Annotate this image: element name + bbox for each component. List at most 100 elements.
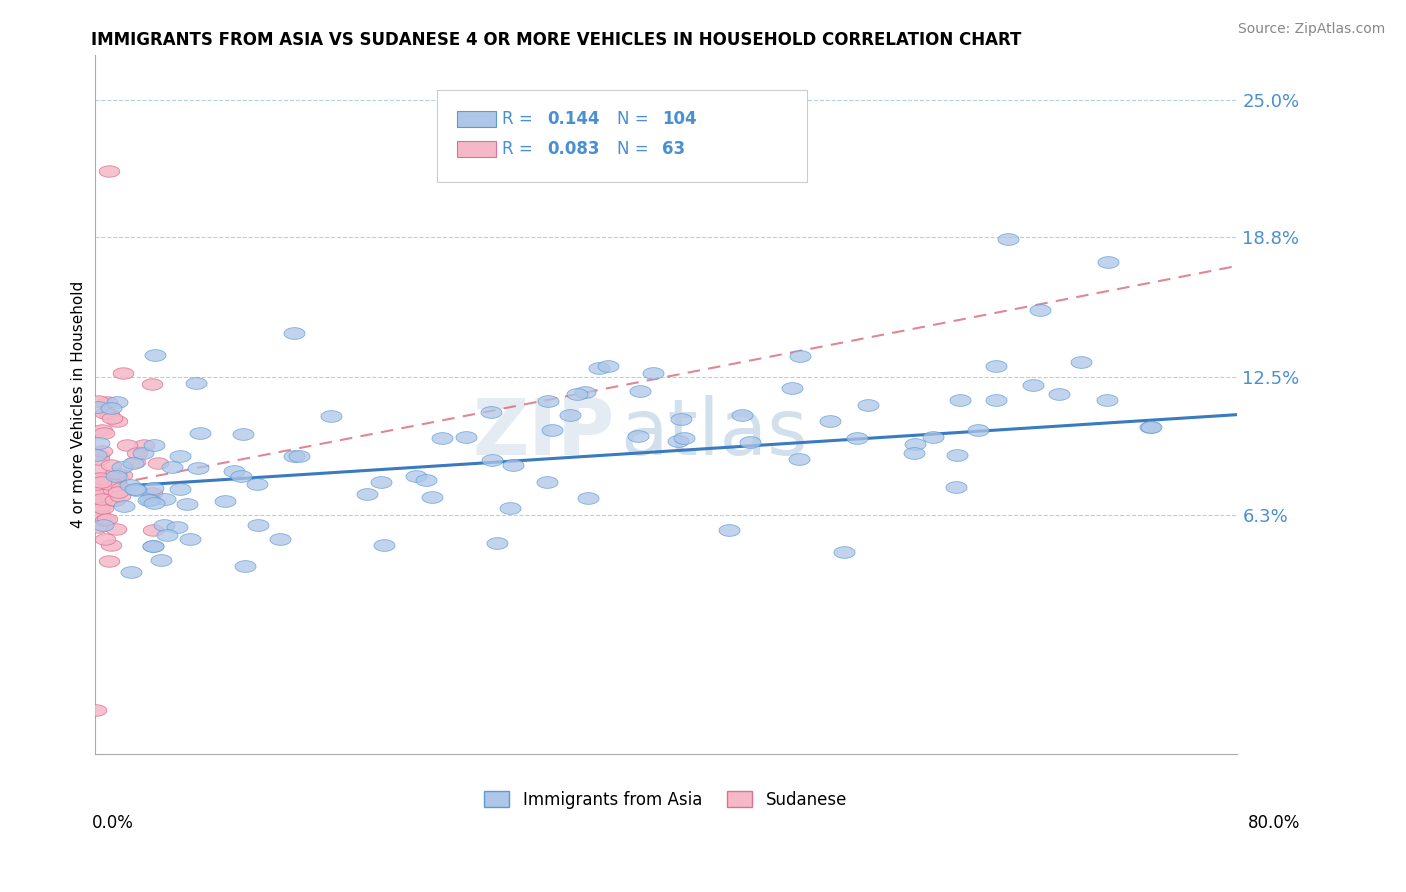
Point	[91, 423, 114, 437]
Point	[370, 475, 392, 489]
Point	[229, 468, 252, 483]
Point	[188, 426, 211, 441]
Point	[967, 423, 990, 437]
Point	[155, 491, 177, 506]
Point	[112, 500, 135, 514]
Point	[97, 407, 120, 421]
Point	[560, 409, 582, 423]
Point	[502, 458, 524, 472]
Point	[1095, 392, 1118, 407]
Point	[101, 410, 124, 425]
Point	[356, 486, 378, 500]
Point	[141, 486, 163, 500]
Point	[103, 493, 125, 508]
Point	[101, 483, 124, 497]
Point	[1139, 419, 1161, 434]
Point	[269, 533, 291, 547]
Point	[789, 349, 811, 363]
Text: 0.083: 0.083	[547, 140, 599, 158]
Point	[91, 491, 114, 506]
Point	[997, 232, 1019, 246]
Point	[669, 412, 692, 426]
Point	[87, 483, 110, 498]
Point	[598, 359, 620, 373]
Point	[160, 460, 183, 475]
Point	[142, 523, 165, 537]
Point	[540, 424, 562, 438]
Text: 0.144: 0.144	[547, 110, 599, 128]
Point	[87, 486, 110, 500]
Point	[132, 446, 155, 460]
Point	[146, 456, 169, 470]
Point	[93, 532, 115, 546]
Point	[87, 500, 110, 515]
Point	[105, 414, 128, 428]
Point	[832, 545, 855, 559]
Point	[986, 359, 1008, 373]
Point	[536, 475, 558, 489]
Point	[100, 490, 122, 504]
Point	[124, 483, 146, 497]
Point	[740, 435, 762, 450]
Point	[100, 401, 122, 416]
Point	[94, 406, 117, 420]
Point	[499, 501, 522, 516]
Point	[100, 538, 122, 552]
Point	[87, 503, 110, 517]
Text: 104: 104	[662, 110, 697, 128]
Point	[420, 490, 443, 504]
Point	[90, 475, 112, 490]
Point	[86, 482, 108, 496]
Point	[537, 394, 560, 409]
Legend: Immigrants from Asia, Sudanese: Immigrants from Asia, Sudanese	[478, 784, 853, 816]
Point	[945, 480, 967, 494]
Point	[93, 474, 115, 488]
Point	[86, 472, 108, 486]
Point	[481, 453, 503, 467]
Point	[922, 430, 945, 444]
Point	[176, 497, 198, 511]
Point	[156, 528, 179, 542]
Point	[949, 392, 972, 407]
Point	[96, 512, 118, 526]
Point	[125, 446, 148, 460]
Point	[321, 409, 343, 423]
Point	[672, 431, 695, 445]
Point	[903, 446, 925, 460]
Text: 0.0%: 0.0%	[91, 814, 134, 831]
Point	[946, 449, 969, 463]
Point	[91, 518, 114, 533]
Point	[105, 466, 128, 480]
Point	[84, 490, 107, 504]
Point	[166, 519, 188, 533]
Text: ZIP: ZIP	[472, 394, 614, 471]
Text: IMMIGRANTS FROM ASIA VS SUDANESE 4 OR MORE VEHICLES IN HOUSEHOLD CORRELATION CHA: IMMIGRANTS FROM ASIA VS SUDANESE 4 OR MO…	[91, 31, 1022, 49]
Point	[247, 518, 270, 533]
Point	[986, 393, 1008, 408]
Point	[641, 366, 664, 380]
Text: R =: R =	[502, 110, 538, 128]
Point	[1029, 303, 1052, 318]
Point	[486, 536, 509, 550]
Text: atlas: atlas	[620, 394, 807, 471]
Point	[89, 500, 111, 514]
Point	[121, 456, 143, 470]
Point	[1070, 355, 1092, 369]
Point	[84, 505, 107, 519]
Point	[169, 450, 191, 464]
Point	[565, 387, 588, 401]
Point	[124, 482, 146, 496]
Text: R =: R =	[502, 140, 538, 158]
Point	[105, 522, 128, 536]
Point	[89, 436, 111, 450]
Point	[186, 376, 208, 390]
Point	[666, 434, 689, 448]
Point	[90, 509, 112, 524]
Point	[96, 395, 118, 409]
Point	[87, 393, 110, 408]
Point	[87, 400, 110, 414]
Point	[124, 455, 146, 469]
Point	[903, 436, 925, 450]
Point	[142, 540, 165, 554]
Point	[98, 476, 121, 491]
